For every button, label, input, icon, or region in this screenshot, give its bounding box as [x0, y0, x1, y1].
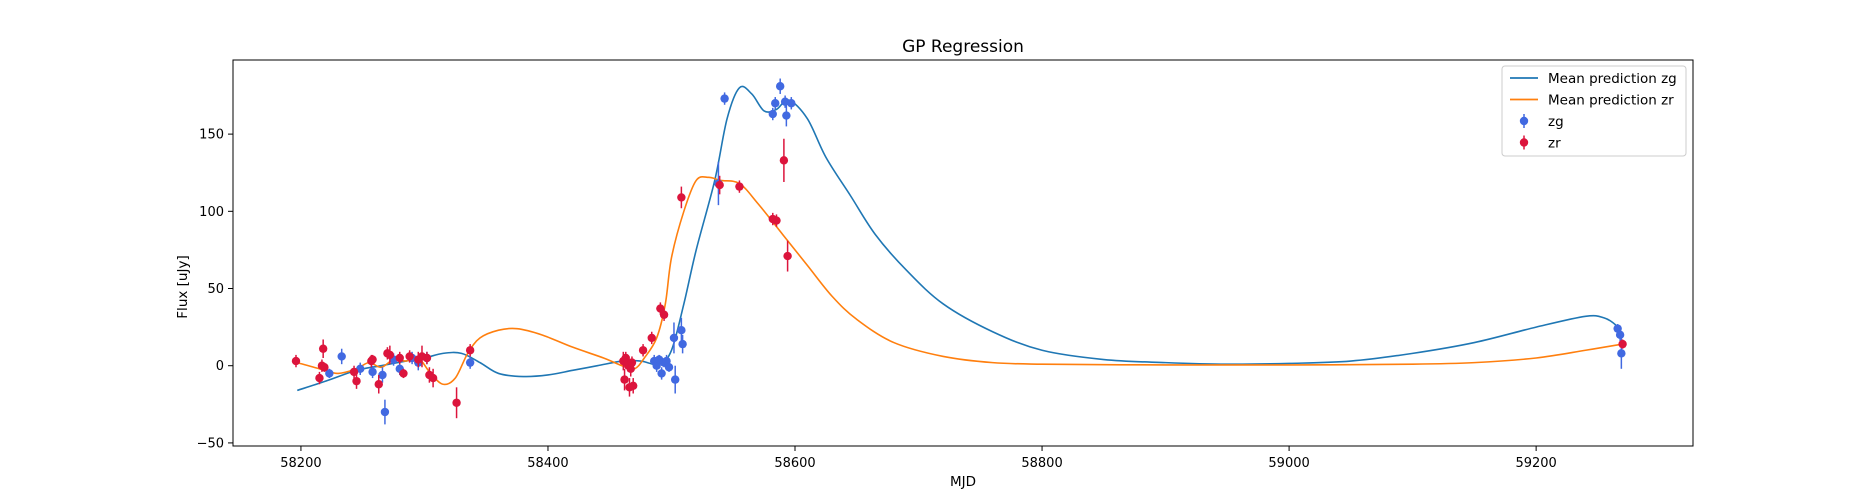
zr-data-point	[656, 304, 665, 313]
x-tick-label: 58600	[774, 456, 815, 471]
legend-items: Mean prediction zg Mean prediction zr zg zr	[1510, 71, 1677, 152]
zr-data-point	[620, 375, 629, 384]
zr-data-point	[428, 373, 438, 383]
x-tick-label: 58800	[1021, 456, 1062, 471]
legend-swatch-zr	[1519, 138, 1529, 147]
x-tick-label: 58400	[527, 456, 568, 471]
zg-data-point	[677, 326, 686, 335]
zr-data-point	[627, 358, 637, 367]
zg-data-point	[337, 352, 346, 361]
zr-data-point	[291, 356, 301, 366]
axis-ticks: 58200 58400 58600 58800 59000 59200 −50 0 50 100 1…	[197, 128, 1557, 471]
zr-data-point	[352, 376, 361, 386]
zr-data-point	[779, 156, 789, 165]
zr-data-point	[320, 363, 329, 372]
mean-prediction-zg-line	[296, 85, 1624, 392]
zg-data-point	[325, 369, 334, 378]
y-tick-label: 150	[199, 128, 224, 143]
y-tick-label: 100	[199, 205, 224, 220]
zg-data-point	[678, 339, 687, 349]
zg-data-point	[380, 407, 390, 417]
zr-data-point	[629, 381, 638, 390]
x-axis-label: MJD	[950, 474, 976, 490]
zr-data-point	[315, 373, 324, 383]
zr-data-point	[405, 352, 414, 361]
zg-data-point	[657, 369, 666, 378]
zr-data-point	[465, 346, 475, 355]
zr-data-point	[452, 398, 461, 407]
zr-data-point	[368, 355, 377, 364]
y-tick-label: −50	[197, 436, 224, 451]
zg-data-point	[664, 363, 674, 372]
legend: Mean prediction zg Mean prediction zr zg zr	[1501, 65, 1687, 157]
axes-frame	[232, 59, 1694, 447]
zr-data-point	[647, 333, 656, 343]
y-tick-label: 0	[216, 359, 224, 374]
zg-data-point	[669, 333, 679, 343]
zg-data-point	[368, 367, 377, 377]
zr-data-point	[677, 193, 686, 202]
zr-data-point	[374, 380, 383, 389]
zr-data-point	[318, 344, 328, 353]
plot-area	[291, 78, 1627, 425]
x-tick-label: 59200	[1515, 456, 1556, 471]
zg-data-point	[720, 94, 729, 103]
zr-data-point	[1618, 339, 1627, 349]
zg-data-point	[378, 370, 387, 380]
legend-label-zr: zr	[1548, 136, 1561, 152]
zr-data-point	[659, 310, 669, 319]
zg-data-point	[1617, 349, 1626, 358]
data-points	[291, 78, 1627, 425]
y-tick-label: 50	[207, 282, 224, 297]
zg-data-point	[1615, 330, 1625, 340]
legend-box	[1501, 65, 1687, 157]
series-zr	[291, 138, 1627, 419]
zr-data-point	[422, 353, 432, 363]
zg-data-point	[787, 99, 796, 108]
legend-label-zg: zg	[1548, 114, 1564, 130]
x-tick-label: 58200	[280, 456, 321, 471]
legend-label-mean-prediction-zr: Mean prediction zr	[1548, 93, 1674, 109]
legend-swatch-zg	[1519, 116, 1529, 126]
y-axis-label: Flux [uJy]	[175, 255, 191, 318]
zg-data-point	[465, 358, 475, 367]
legend-label-mean-prediction-zg: Mean prediction zg	[1548, 71, 1677, 87]
chart-title: GP Regression	[902, 37, 1024, 57]
zg-data-point	[670, 375, 680, 384]
zr-data-point	[735, 182, 744, 191]
zr-data-point	[399, 369, 408, 378]
zr-data-point	[385, 350, 395, 360]
zr-data-point	[395, 353, 404, 363]
zg-data-point	[768, 109, 777, 119]
zg-data-point	[771, 99, 780, 108]
zr-data-point	[638, 346, 648, 355]
zr-data-point	[783, 251, 792, 261]
zg-data-point	[782, 111, 791, 120]
zr-data-point	[772, 216, 781, 225]
zr-data-point	[715, 180, 724, 190]
zg-data-point	[775, 82, 785, 91]
x-tick-label: 59000	[1268, 456, 1309, 471]
